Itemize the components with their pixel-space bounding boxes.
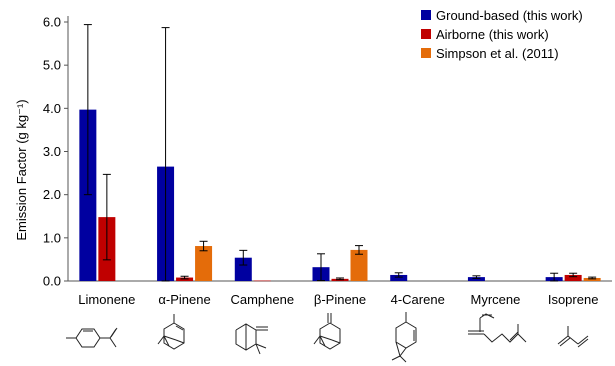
bar bbox=[390, 274, 408, 281]
legend-label: Airborne (this work) bbox=[436, 27, 549, 42]
y-tick-label: 5.0 bbox=[43, 58, 61, 73]
x-category-label: Camphene bbox=[230, 292, 294, 307]
x-category-labels: Limonene α-Pinene Camphene β-Pinene 4-Carene… bbox=[78, 292, 598, 307]
bar bbox=[253, 280, 271, 282]
x-category-label: 4-Carene bbox=[391, 292, 445, 307]
alpha-pinene-structure bbox=[157, 314, 185, 350]
bar bbox=[564, 274, 582, 281]
legend-swatch bbox=[421, 29, 431, 39]
x-category-label: Isoprene bbox=[548, 292, 599, 307]
x-category-label: Myrcene bbox=[470, 292, 520, 307]
y-axis-title: Emission Factor (g kg⁻¹) bbox=[14, 99, 29, 240]
legend-label: Simpson et al. (2011) bbox=[436, 46, 559, 61]
bar bbox=[79, 109, 97, 282]
legend-swatch bbox=[421, 10, 431, 20]
y-tick-label: 3.0 bbox=[43, 144, 61, 159]
bars bbox=[79, 109, 601, 282]
legend: Ground-based (this work) Airborne (this w… bbox=[421, 8, 583, 61]
legend-label: Ground-based (this work) bbox=[436, 8, 583, 23]
y-tick-labels: 0.0 1.0 2.0 3.0 4.0 5.0 6.0 bbox=[43, 15, 61, 289]
x-category-label: Limonene bbox=[78, 292, 135, 307]
isoprene-structure bbox=[557, 326, 589, 348]
bar bbox=[350, 249, 368, 281]
4-carene-structure bbox=[391, 312, 417, 363]
y-tick-label: 1.0 bbox=[43, 230, 61, 245]
bar bbox=[234, 257, 252, 281]
camphene-structure bbox=[235, 323, 268, 355]
y-tick-label: 2.0 bbox=[43, 187, 61, 202]
myrcene-structure bbox=[468, 313, 527, 343]
y-tick-label: 4.0 bbox=[43, 101, 61, 116]
bar bbox=[195, 246, 213, 281]
bar bbox=[583, 277, 601, 281]
error-bars bbox=[83, 24, 597, 282]
legend-swatch bbox=[421, 48, 431, 58]
limonene-structure bbox=[66, 327, 118, 348]
y-tick-label: 6.0 bbox=[43, 15, 61, 30]
x-category-label: α-Pinene bbox=[158, 292, 210, 307]
beta-pinene-structure bbox=[313, 313, 341, 350]
y-tick-label: 0.0 bbox=[43, 274, 61, 289]
chemical-structures bbox=[66, 312, 589, 363]
x-category-label: β-Pinene bbox=[314, 292, 366, 307]
bar bbox=[467, 277, 485, 281]
